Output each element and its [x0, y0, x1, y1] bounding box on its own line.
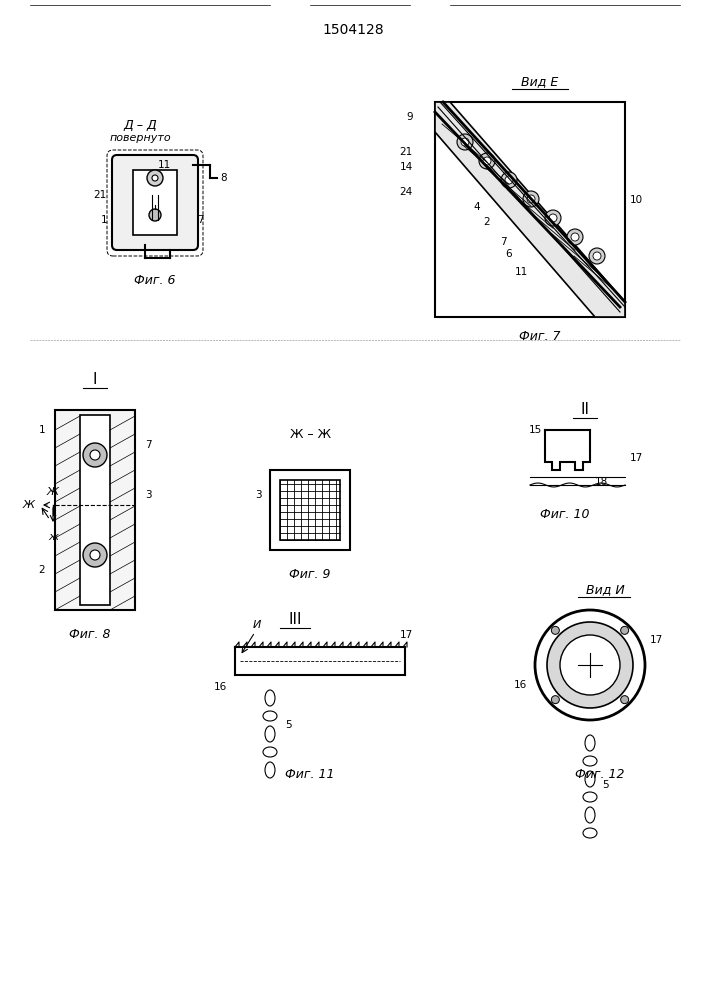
Circle shape — [621, 696, 629, 704]
Circle shape — [83, 543, 107, 567]
Text: Ж: Ж — [23, 500, 35, 510]
Circle shape — [567, 229, 583, 245]
Text: Д – Д: Д – Д — [123, 118, 157, 131]
Circle shape — [551, 626, 559, 634]
Circle shape — [549, 214, 557, 222]
Text: 17: 17 — [650, 635, 663, 645]
Text: 18: 18 — [595, 477, 608, 487]
Text: 17: 17 — [400, 630, 414, 640]
Text: Фиг. 8: Фиг. 8 — [69, 629, 111, 642]
Bar — [435, 102, 625, 317]
Text: 11: 11 — [158, 160, 171, 170]
Text: И: И — [253, 620, 261, 630]
Text: Фиг. 10: Фиг. 10 — [540, 508, 590, 522]
Text: 7: 7 — [197, 215, 204, 225]
Circle shape — [593, 252, 601, 260]
Circle shape — [589, 248, 605, 264]
Bar — [280, 480, 340, 540]
Circle shape — [523, 191, 539, 207]
Text: 5: 5 — [602, 780, 609, 790]
Bar — [55, 410, 135, 610]
Circle shape — [149, 209, 161, 221]
Text: 16: 16 — [514, 680, 527, 690]
Text: I: I — [93, 372, 98, 387]
Text: Фиг. 9: Фиг. 9 — [289, 568, 331, 582]
Circle shape — [621, 626, 629, 634]
Text: 4: 4 — [474, 202, 480, 212]
Text: 15: 15 — [529, 425, 542, 435]
Circle shape — [147, 170, 163, 186]
Circle shape — [152, 175, 158, 181]
Circle shape — [551, 696, 559, 704]
Text: 2: 2 — [38, 565, 45, 575]
Text: 7: 7 — [145, 440, 151, 450]
Text: ж: ж — [48, 532, 58, 542]
Text: 8: 8 — [220, 173, 227, 183]
Circle shape — [535, 610, 645, 720]
Text: 11: 11 — [515, 267, 528, 277]
Text: 9: 9 — [407, 112, 413, 122]
Text: повернуто: повернуто — [109, 133, 171, 143]
Bar — [270, 470, 350, 550]
Circle shape — [527, 195, 535, 203]
Text: 14: 14 — [399, 162, 413, 172]
Text: Вид И: Вид И — [585, 584, 624, 596]
Text: Ж: Ж — [47, 487, 59, 497]
Text: Фиг. 11: Фиг. 11 — [285, 768, 334, 782]
Text: 1: 1 — [38, 425, 45, 435]
Circle shape — [90, 550, 100, 560]
Text: 24: 24 — [399, 187, 413, 197]
Circle shape — [457, 134, 473, 150]
Circle shape — [571, 233, 579, 241]
Text: 16: 16 — [214, 682, 227, 692]
Text: Вид Е: Вид Е — [521, 76, 559, 89]
Circle shape — [461, 138, 469, 146]
Text: Фиг. 12: Фиг. 12 — [575, 768, 625, 782]
Circle shape — [90, 450, 100, 460]
Text: 5: 5 — [285, 720, 291, 730]
Text: 10: 10 — [630, 195, 643, 205]
Text: II: II — [580, 402, 590, 418]
Text: 17: 17 — [630, 453, 643, 463]
FancyBboxPatch shape — [112, 155, 198, 250]
Text: 6: 6 — [505, 249, 512, 259]
Circle shape — [547, 622, 633, 708]
Bar — [80, 415, 110, 605]
Circle shape — [560, 635, 620, 695]
Circle shape — [479, 153, 495, 169]
Polygon shape — [435, 102, 625, 317]
Text: Фиг. 7: Фиг. 7 — [519, 330, 561, 344]
Text: 21: 21 — [399, 147, 413, 157]
Text: Ж – Ж: Ж – Ж — [289, 428, 330, 442]
Text: 3: 3 — [145, 490, 151, 500]
Text: 7: 7 — [500, 237, 507, 247]
Bar — [133, 170, 177, 235]
Circle shape — [545, 210, 561, 226]
Circle shape — [505, 176, 513, 184]
Circle shape — [83, 443, 107, 467]
Circle shape — [483, 157, 491, 165]
Text: 1: 1 — [100, 215, 107, 225]
Text: 2: 2 — [484, 217, 490, 227]
Text: Фиг. 6: Фиг. 6 — [134, 273, 176, 286]
Circle shape — [501, 172, 517, 188]
Text: 1504128: 1504128 — [322, 23, 384, 37]
Text: III: III — [288, 612, 302, 628]
Text: 3: 3 — [255, 490, 262, 500]
Text: 21: 21 — [94, 190, 107, 200]
